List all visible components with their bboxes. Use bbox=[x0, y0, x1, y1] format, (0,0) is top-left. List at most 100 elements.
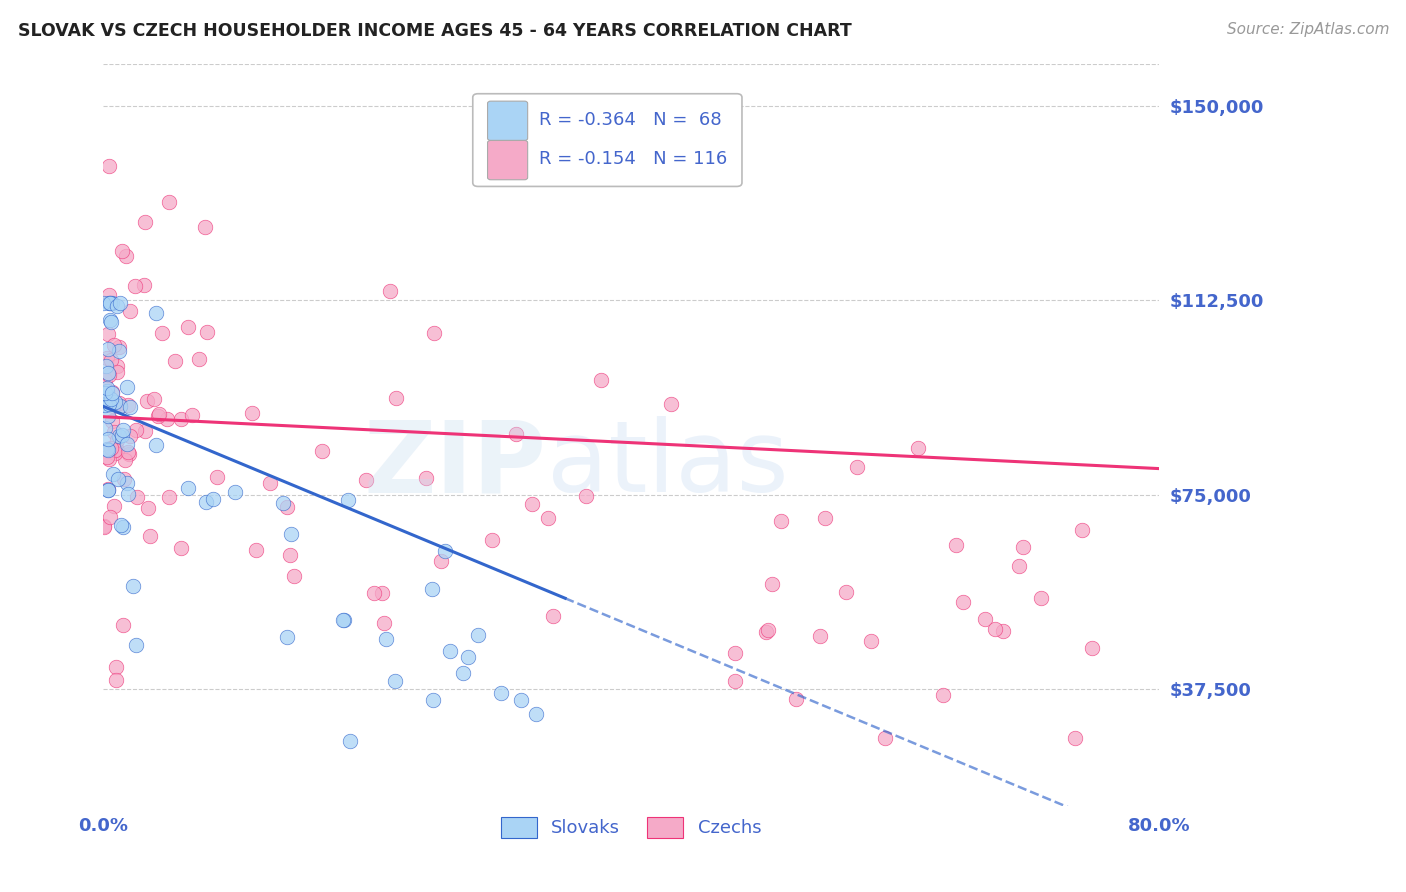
Point bbox=[332, 613, 354, 627]
Point bbox=[202, 492, 225, 507]
Point bbox=[103, 425, 125, 439]
Point bbox=[846, 459, 869, 474]
Point bbox=[157, 195, 180, 210]
Point bbox=[96, 450, 118, 465]
Point bbox=[537, 511, 560, 525]
Point bbox=[755, 624, 778, 639]
Point bbox=[245, 543, 267, 558]
Point bbox=[240, 406, 263, 420]
Point bbox=[378, 284, 401, 298]
Point bbox=[177, 320, 200, 334]
Point bbox=[105, 365, 128, 379]
Point bbox=[224, 484, 246, 499]
Point bbox=[373, 615, 395, 630]
Text: ZIP: ZIP bbox=[364, 416, 547, 513]
Point bbox=[101, 414, 124, 428]
Point bbox=[336, 493, 359, 508]
Point bbox=[120, 428, 142, 442]
Point bbox=[973, 612, 995, 626]
Point bbox=[105, 443, 128, 458]
Point bbox=[124, 279, 146, 293]
Point bbox=[125, 423, 148, 437]
Point bbox=[520, 498, 543, 512]
Point bbox=[114, 453, 136, 467]
Point bbox=[96, 381, 118, 395]
Point bbox=[481, 533, 503, 547]
Text: R = -0.364   N =  68: R = -0.364 N = 68 bbox=[540, 111, 721, 128]
FancyBboxPatch shape bbox=[488, 140, 527, 180]
Point bbox=[115, 476, 138, 491]
Point bbox=[97, 432, 120, 446]
Point bbox=[100, 315, 122, 329]
Point bbox=[835, 584, 858, 599]
Point bbox=[93, 519, 115, 533]
Point bbox=[139, 529, 162, 543]
Point bbox=[415, 471, 437, 485]
Point bbox=[120, 304, 142, 318]
Point bbox=[97, 397, 120, 411]
Point bbox=[103, 499, 125, 513]
Point bbox=[104, 446, 127, 460]
Point bbox=[451, 665, 474, 680]
Point bbox=[110, 517, 132, 532]
Point bbox=[97, 482, 120, 496]
Point bbox=[354, 473, 377, 487]
Point bbox=[125, 638, 148, 652]
Point bbox=[433, 544, 456, 558]
Point bbox=[142, 392, 165, 407]
Point bbox=[873, 731, 896, 746]
Point bbox=[156, 412, 179, 426]
Point bbox=[108, 396, 131, 410]
Point bbox=[724, 674, 747, 689]
Point bbox=[97, 409, 120, 424]
Point bbox=[769, 514, 792, 528]
Point bbox=[259, 476, 281, 491]
Point bbox=[422, 692, 444, 706]
Point bbox=[756, 623, 779, 637]
Point bbox=[117, 487, 139, 501]
Point bbox=[187, 352, 209, 367]
Point bbox=[1029, 591, 1052, 605]
Point bbox=[105, 660, 128, 674]
Point bbox=[1064, 731, 1087, 746]
Point bbox=[1081, 640, 1104, 655]
Legend: Slovaks, Czechs: Slovaks, Czechs bbox=[494, 810, 769, 845]
Point bbox=[111, 520, 134, 534]
Point bbox=[276, 630, 298, 644]
Point bbox=[467, 628, 489, 642]
Point bbox=[194, 219, 217, 234]
Point bbox=[98, 451, 121, 466]
Point bbox=[541, 609, 564, 624]
Point bbox=[813, 511, 835, 525]
Point bbox=[101, 467, 124, 482]
Point bbox=[96, 351, 118, 366]
Point bbox=[111, 427, 134, 442]
Point bbox=[311, 444, 333, 458]
FancyBboxPatch shape bbox=[488, 101, 527, 140]
Point bbox=[125, 490, 148, 504]
Point bbox=[105, 359, 128, 373]
Point bbox=[115, 249, 138, 263]
Point bbox=[860, 634, 883, 648]
Point bbox=[100, 392, 122, 406]
Point bbox=[93, 373, 115, 387]
Point bbox=[108, 343, 131, 358]
Point bbox=[122, 579, 145, 593]
Point bbox=[100, 352, 122, 367]
Point bbox=[761, 577, 783, 591]
Point bbox=[111, 618, 134, 632]
Point bbox=[98, 287, 121, 301]
Point bbox=[1071, 523, 1094, 537]
Point bbox=[332, 613, 354, 627]
Point bbox=[115, 380, 138, 394]
Point bbox=[150, 326, 173, 340]
Point bbox=[98, 295, 121, 310]
Point bbox=[170, 412, 193, 426]
Point bbox=[785, 691, 807, 706]
Point bbox=[907, 441, 929, 455]
Point bbox=[439, 643, 461, 657]
Point bbox=[104, 673, 127, 687]
Text: atlas: atlas bbox=[547, 416, 789, 513]
Point bbox=[134, 424, 156, 438]
Point bbox=[132, 277, 155, 292]
